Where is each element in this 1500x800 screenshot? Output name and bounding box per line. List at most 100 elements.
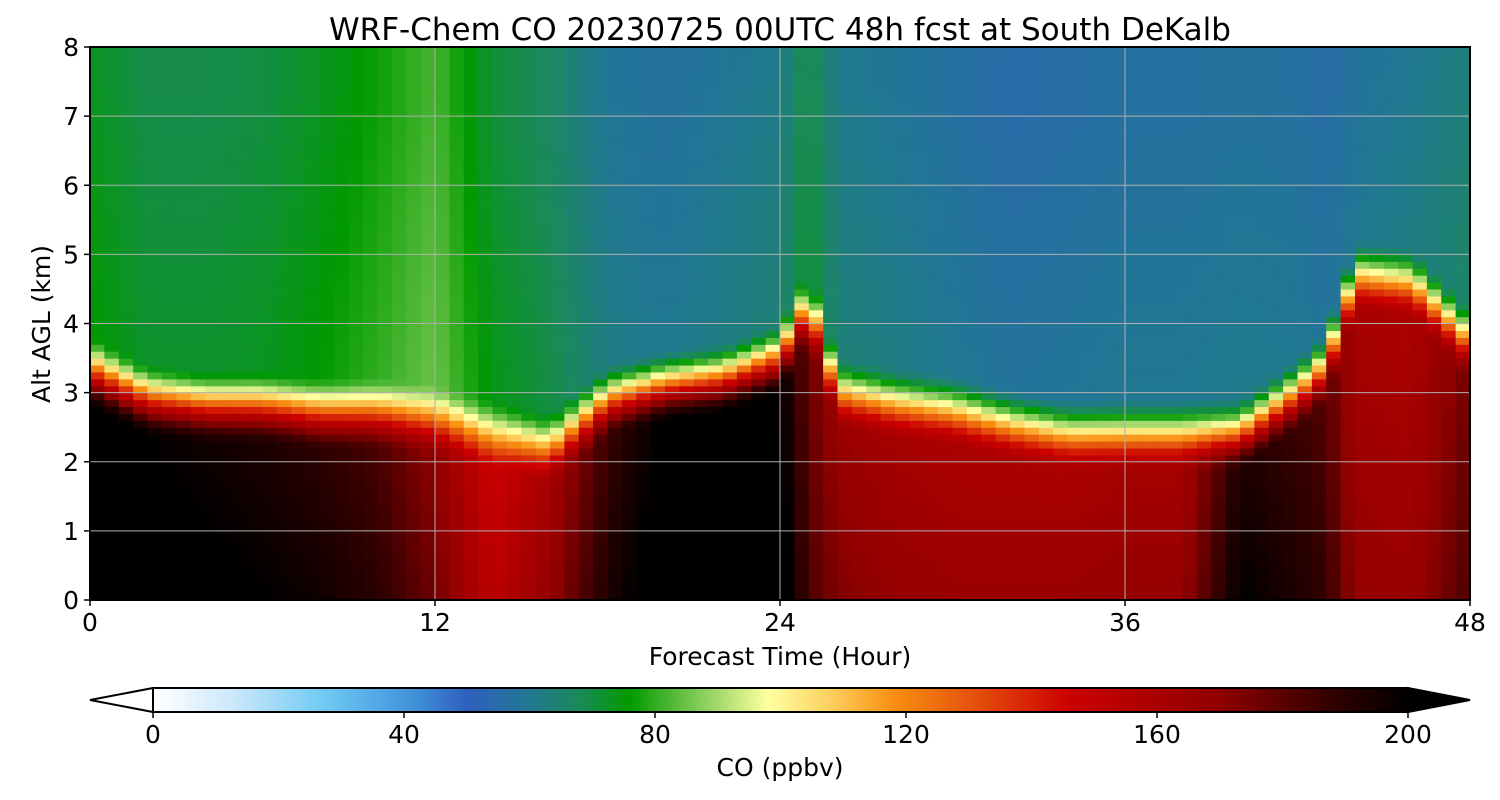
- contour-cell: [104, 378, 120, 387]
- contour-cell: [895, 392, 910, 401]
- contour-cell: [90, 240, 105, 249]
- contour-cell: [291, 302, 307, 311]
- contour-cell: [880, 143, 896, 152]
- contour-cell: [420, 240, 436, 249]
- contour-cell: [391, 489, 407, 497]
- contour-cell: [377, 302, 393, 311]
- contour-cell: [104, 593, 120, 600]
- contour-cell: [952, 399, 968, 408]
- contour-cell: [219, 67, 235, 76]
- contour-cell: [923, 74, 939, 83]
- contour-cell: [765, 143, 781, 152]
- contour-cell: [909, 351, 925, 359]
- contour-cell: [923, 226, 939, 235]
- contour-cell: [621, 447, 637, 456]
- contour-cell: [521, 351, 537, 359]
- contour-cell: [535, 441, 551, 449]
- contour-cell: [621, 489, 637, 497]
- contour-cell: [320, 185, 335, 193]
- contour-cell: [909, 358, 925, 366]
- contour-cell: [895, 572, 910, 580]
- contour-cell: [420, 136, 436, 145]
- contour-cell: [880, 544, 896, 553]
- contour-cell: [636, 441, 652, 449]
- contour-cell: [938, 81, 954, 90]
- contour-cell: [765, 47, 781, 55]
- contour-cell: [320, 371, 335, 380]
- contour-cell: [291, 88, 307, 96]
- contour-cell: [334, 109, 350, 117]
- contour-cell: [420, 530, 436, 539]
- contour-cell: [291, 254, 307, 262]
- contour-cell: [535, 116, 551, 124]
- contour-cell: [305, 261, 321, 269]
- contour-cell: [693, 116, 709, 124]
- contour-cell: [938, 482, 954, 490]
- contour-cell: [880, 95, 896, 103]
- contour-cell: [90, 344, 105, 352]
- contour-cell: [837, 157, 853, 166]
- contour-cell: [233, 496, 249, 504]
- contour-cell: [348, 406, 364, 414]
- contour-cell: [161, 185, 177, 193]
- contour-cell: [952, 261, 968, 269]
- contour-cell: [665, 399, 680, 408]
- contour-cell: [866, 586, 882, 594]
- contour-cell: [104, 385, 120, 394]
- contour-cell: [593, 192, 609, 200]
- contour-cell: [823, 95, 839, 103]
- contour-cell: [952, 558, 968, 567]
- contour-cell: [780, 586, 795, 594]
- contour-cell: [550, 81, 565, 90]
- contour-cell: [320, 129, 335, 138]
- contour-cell: [765, 406, 781, 414]
- contour-cell: [765, 109, 781, 117]
- contour-cell: [650, 406, 666, 414]
- contour-cell: [478, 261, 494, 269]
- contour-cell: [305, 309, 321, 318]
- contour-cell: [952, 406, 968, 414]
- contour-cell: [320, 489, 335, 497]
- contour-cell: [118, 565, 134, 573]
- contour-cell: [176, 399, 192, 408]
- contour-cell: [794, 482, 810, 490]
- contour-cell: [492, 226, 508, 235]
- contour-cell: [952, 164, 968, 173]
- contour-cell: [147, 447, 163, 456]
- contour-cell: [837, 586, 853, 594]
- contour-cell: [593, 461, 609, 470]
- contour-cell: [435, 482, 450, 490]
- contour-cell: [736, 178, 752, 186]
- contour-cell: [708, 517, 724, 525]
- contour-cell: [377, 295, 393, 304]
- contour-cell: [276, 517, 292, 525]
- contour-cell: [118, 288, 134, 297]
- contour-cell: [435, 123, 450, 131]
- contour-cell: [780, 81, 795, 90]
- contour-cell: [190, 282, 206, 290]
- contour-cell: [147, 302, 163, 311]
- contour-cell: [765, 88, 781, 96]
- contour-cell: [923, 537, 939, 546]
- contour-cell: [406, 392, 422, 401]
- contour-cell: [607, 454, 623, 463]
- contour-cell: [909, 510, 925, 518]
- contour-cell: [564, 143, 580, 152]
- contour-cell: [391, 496, 407, 504]
- contour-cell: [693, 53, 709, 62]
- contour-cell: [866, 337, 882, 345]
- contour-cell: [391, 109, 407, 117]
- contour-cell: [693, 143, 709, 152]
- contour-cell: [593, 586, 609, 594]
- contour-cell: [650, 129, 666, 138]
- contour-cell: [133, 565, 149, 573]
- contour-cell: [90, 364, 105, 373]
- contour-cell: [161, 586, 177, 594]
- contour-cell: [808, 434, 824, 442]
- contour-cell: [880, 551, 896, 560]
- contour-cell: [693, 378, 709, 387]
- contour-cell: [808, 530, 824, 539]
- contour-cell: [765, 482, 781, 490]
- contour-cell: [348, 150, 364, 159]
- contour-cell: [90, 371, 105, 380]
